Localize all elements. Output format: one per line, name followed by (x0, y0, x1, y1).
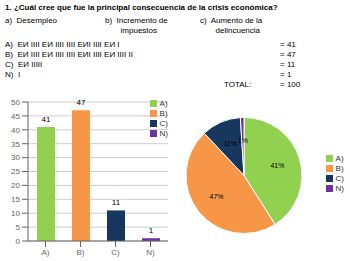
svg-text:30: 30 (11, 153, 20, 162)
svg-text:45: 45 (11, 112, 20, 121)
svg-text:15: 15 (11, 195, 20, 204)
html-text:C) ЕИ IIIII: C) ЕИ IIIII (5, 60, 43, 69)
html-text:c) Aumento de la delincuencia: c) Aumento de la delincuencia (200, 16, 263, 35)
svg-text:A): A) (42, 248, 50, 257)
svg-text:1: 1 (149, 226, 154, 235)
svg-text:0: 0 (16, 237, 21, 246)
svg-text:40: 40 (11, 126, 20, 135)
html-text:C): C) (159, 118, 168, 128)
svg-text:11: 11 (112, 198, 121, 207)
svg-text:N): N) (146, 248, 155, 257)
svg-text:41: 41 (42, 115, 51, 124)
html-text:= 47: = 47 (280, 50, 296, 59)
html-text:TOTAL:: TOTAL: (224, 80, 252, 89)
html-text:1. ¿Cuál cree que fue la princ: 1. ¿Cuál cree que fue la principal conse… (5, 3, 278, 12)
html-text:N): N) (159, 128, 168, 138)
svg-text:5: 5 (16, 223, 21, 232)
svg-text:B): B) (77, 248, 85, 257)
html-text:a) Desempleo: a) Desempleo (5, 16, 57, 25)
html-text:C): C) (335, 174, 344, 183)
html-text:= 100: = 100 (280, 80, 301, 89)
svg-text:47%: 47% (209, 193, 223, 200)
svg-text:1%: 1% (238, 137, 248, 144)
html-text:b) Incremento de impuestos: b) Incremento de impuestos (105, 16, 168, 35)
svg-text:11%: 11% (223, 140, 237, 147)
svg-text:47: 47 (77, 98, 86, 107)
svg-text:35: 35 (11, 140, 20, 149)
html-text:= 1: = 1 (280, 70, 292, 79)
svg-text:C): C) (111, 248, 120, 257)
svg-text:20: 20 (11, 181, 20, 190)
svg-text:25: 25 (11, 167, 20, 176)
html-text:N): N) (335, 184, 344, 193)
html-text:= 11: = 11 (280, 60, 296, 69)
svg-text:41%: 41% (270, 162, 284, 169)
html-text:N) I: N) I (5, 70, 21, 79)
html-text:A): A) (335, 154, 344, 163)
html-text:= 41: = 41 (280, 40, 296, 49)
html-text:B): B) (335, 164, 344, 173)
svg-text:10: 10 (11, 209, 20, 218)
html-text:B): B) (159, 108, 168, 118)
html-text:A): A) (159, 98, 168, 108)
html-text:A) ЕИ IIII ЕИ IIII IIII ЕИI II: A) ЕИ IIII ЕИ IIII IIII ЕИI IIII ЕИ I (5, 40, 120, 49)
html-text:B) ЕИ IIII ЕИ IIII IIII ЕИI II: B) ЕИ IIII ЕИ IIII IIII ЕИI IIII ЕИ IIII… (5, 50, 133, 59)
svg-text:50: 50 (11, 98, 20, 107)
